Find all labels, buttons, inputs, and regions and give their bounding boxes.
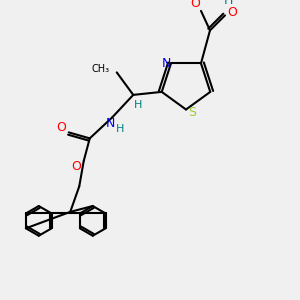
Text: S: S <box>188 106 196 119</box>
Text: N: N <box>106 117 116 130</box>
Text: O: O <box>71 160 81 173</box>
Text: O: O <box>228 6 237 19</box>
Text: O: O <box>190 0 200 10</box>
Text: H: H <box>134 100 142 110</box>
Text: H: H <box>116 124 124 134</box>
Text: CH₃: CH₃ <box>91 64 109 74</box>
Text: H: H <box>223 0 233 7</box>
Text: N: N <box>162 57 171 70</box>
Text: O: O <box>56 122 66 134</box>
